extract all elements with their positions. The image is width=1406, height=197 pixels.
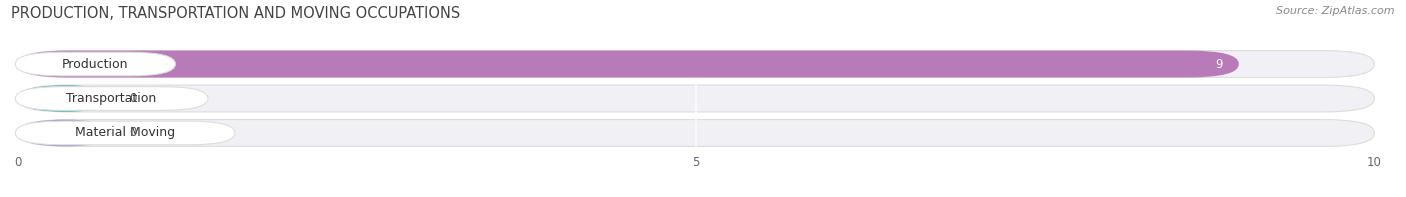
FancyBboxPatch shape: [18, 120, 112, 146]
Text: PRODUCTION, TRANSPORTATION AND MOVING OCCUPATIONS: PRODUCTION, TRANSPORTATION AND MOVING OC…: [11, 6, 461, 21]
FancyBboxPatch shape: [18, 85, 112, 112]
FancyBboxPatch shape: [18, 120, 1375, 146]
FancyBboxPatch shape: [15, 121, 235, 145]
Text: 0: 0: [129, 126, 136, 139]
Text: Production: Production: [62, 58, 128, 71]
FancyBboxPatch shape: [18, 51, 1239, 77]
Text: Transportation: Transportation: [66, 92, 156, 105]
Text: Source: ZipAtlas.com: Source: ZipAtlas.com: [1277, 6, 1395, 16]
Text: 0: 0: [129, 92, 136, 105]
Text: 9: 9: [1215, 58, 1222, 71]
FancyBboxPatch shape: [15, 52, 176, 76]
FancyBboxPatch shape: [15, 87, 208, 110]
FancyBboxPatch shape: [18, 85, 1375, 112]
Text: Material Moving: Material Moving: [75, 126, 176, 139]
FancyBboxPatch shape: [18, 51, 1375, 77]
